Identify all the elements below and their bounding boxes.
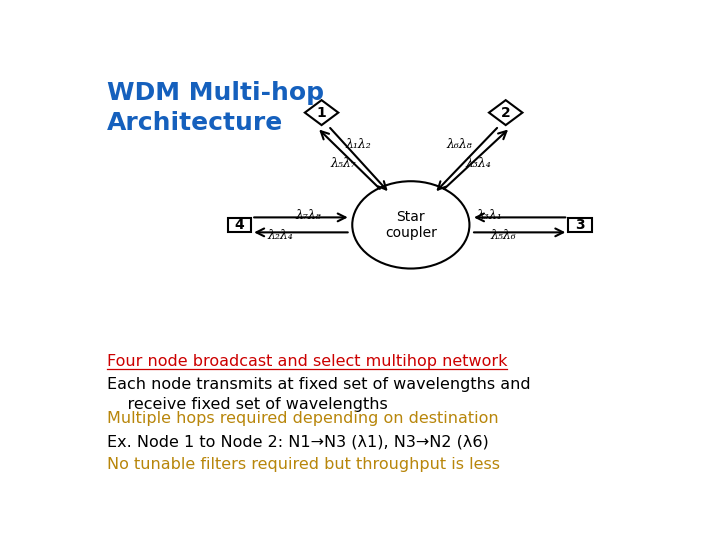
Text: λ₂λ₄: λ₂λ₄ [267, 229, 293, 242]
Text: λ₃λ₄: λ₃λ₄ [465, 157, 491, 170]
Text: 3: 3 [575, 218, 585, 232]
Text: λ₅λ₇: λ₅λ₇ [330, 157, 356, 170]
Text: 1: 1 [317, 106, 326, 120]
Text: Star
coupler: Star coupler [385, 210, 437, 240]
Text: 4: 4 [235, 218, 244, 232]
Text: WDM Multi-hop
Architecture: WDM Multi-hop Architecture [107, 82, 324, 135]
Text: λ₆λ₈: λ₆λ₈ [446, 138, 472, 151]
Text: Multiple hops required depending on destination: Multiple hops required depending on dest… [107, 411, 498, 426]
Text: λ₇λ₈: λ₇λ₈ [295, 209, 321, 222]
Text: No tunable filters required but throughput is less: No tunable filters required but throughp… [107, 457, 500, 472]
Text: λ₃λ₁: λ₃λ₁ [476, 209, 502, 222]
Text: λ₁λ₂: λ₁λ₂ [346, 138, 372, 151]
Text: 2: 2 [501, 106, 510, 120]
Text: λ₅λ₆: λ₅λ₆ [490, 229, 516, 242]
Text: Ex. Node 1 to Node 2: N1→N3 (λ1), N3→N2 (λ6): Ex. Node 1 to Node 2: N1→N3 (λ1), N3→N2 … [107, 434, 488, 449]
Text: Each node transmits at fixed set of wavelengths and
    receive fixed set of wav: Each node transmits at fixed set of wave… [107, 377, 531, 412]
Text: Four node broadcast and select multihop network: Four node broadcast and select multihop … [107, 354, 507, 369]
Circle shape [352, 181, 469, 268]
